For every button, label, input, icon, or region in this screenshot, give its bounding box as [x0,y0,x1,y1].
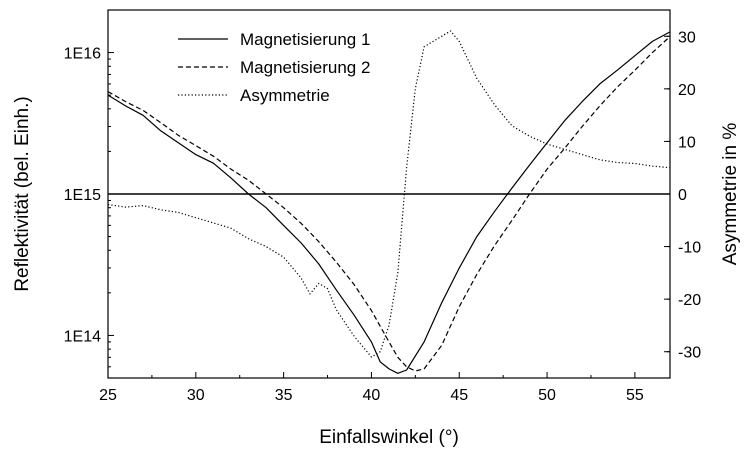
y-left-tick-label: 1E16 [64,46,101,63]
x-tick-label: 25 [99,387,117,404]
legend-label: Asymmetrie [240,86,330,105]
x-tick-label: 55 [626,387,644,404]
y-axis-right-title: Asymmetrie in % [720,123,741,266]
x-axis-title: Einfallswinkel (°) [319,427,459,448]
x-tick-label: 30 [187,387,205,404]
y-right-tick-label: -10 [678,240,701,257]
legend-label: Magnetisierung 2 [240,58,370,77]
y-left-tick-label: 1E14 [64,328,101,345]
x-tick-label: 40 [363,387,381,404]
y-axis-left: 1E14 1E15 1E16 [64,46,114,368]
x-axis: 25 30 35 40 45 50 55 [99,372,644,404]
x-tick-label: 35 [275,387,293,404]
y-right-tick-label: 10 [678,134,696,151]
legend-label: Magnetisierung 1 [240,30,370,49]
legend: Magnetisierung 1 Magnetisierung 2 Asymmetr… [178,30,370,105]
y-right-tick-label: 30 [678,29,696,46]
series-line-magnetisierung-2 [107,36,671,372]
series-lines [107,30,671,374]
y-right-tick-label: -20 [678,292,701,309]
x-tick-label: 45 [450,387,468,404]
y-right-tick-label: 20 [678,82,696,99]
series-line-magnetisierung-1 [107,31,671,374]
y-axis-right: -30 -20 -10 0 10 20 30 [664,29,701,362]
y-left-tick-label: 1E15 [64,187,101,204]
x-tick-label: 50 [538,387,556,404]
y-right-tick-label: 0 [678,187,687,204]
y-axis-left-title: Reflektivität (bel. Einh.) [12,96,33,291]
y-right-tick-label: -30 [678,345,701,362]
